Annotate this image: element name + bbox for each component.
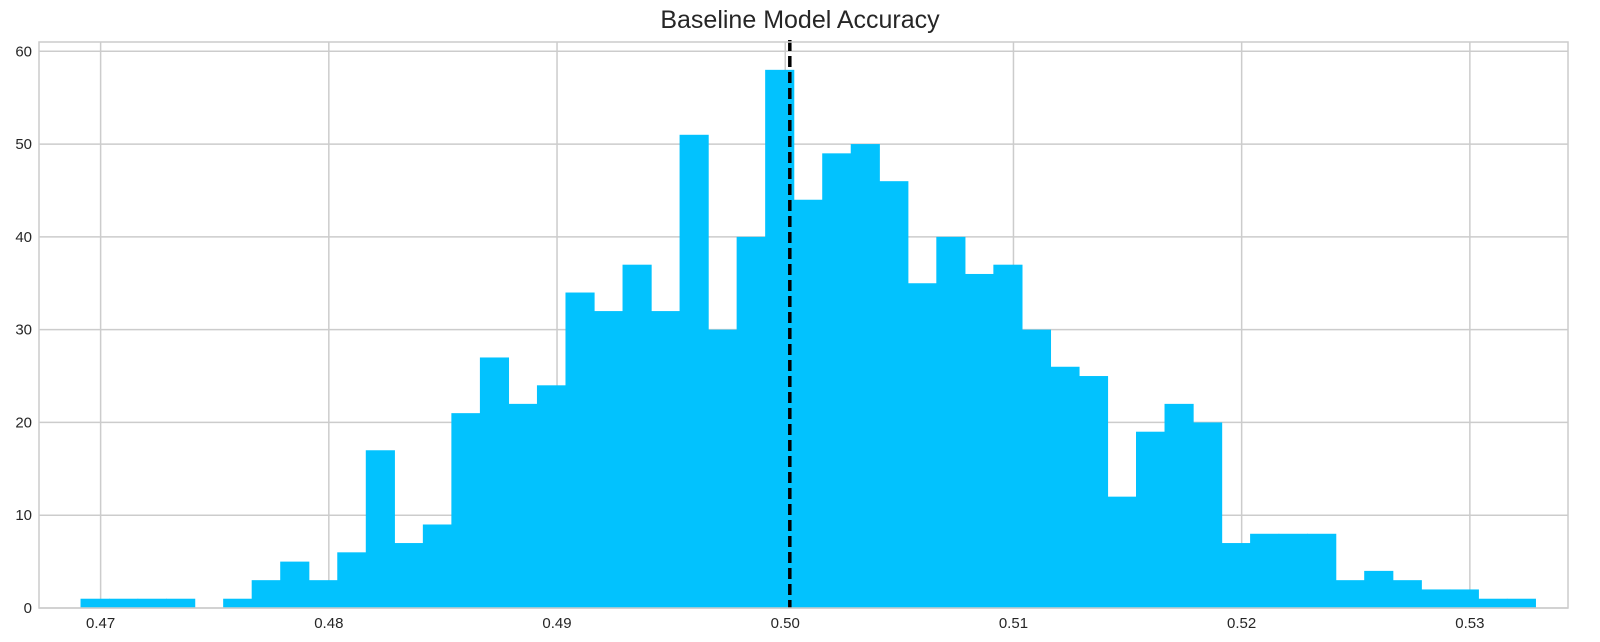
histogram-bar	[1478, 598, 1508, 608]
y-tick-label: 60	[15, 43, 32, 60]
histogram-bar	[850, 144, 880, 609]
histogram-bar	[80, 598, 110, 608]
x-axis-ticks: 0.47 0.48 0.49 0.50 0.51 0.52 0.53	[86, 615, 1484, 632]
histogram-bar	[1449, 589, 1479, 608]
histogram-bar	[508, 403, 538, 608]
x-tick-label: 0.53	[1455, 615, 1484, 632]
x-tick-label: 0.48	[314, 615, 343, 632]
x-tick-label: 0.52	[1227, 615, 1256, 632]
y-tick-label: 0	[24, 600, 32, 617]
histogram-bar	[1307, 533, 1337, 608]
histogram-bar	[708, 329, 738, 608]
histogram-bar	[822, 153, 852, 608]
histogram-bar	[451, 413, 481, 608]
y-tick-label: 30	[15, 322, 32, 339]
histogram-bar	[1021, 329, 1052, 608]
histogram-bar	[422, 524, 452, 608]
histogram-bar	[1421, 589, 1451, 608]
histogram-bar	[1078, 376, 1109, 608]
histogram-bar	[594, 311, 624, 608]
histogram-bars	[80, 69, 1536, 609]
histogram-bar	[536, 385, 567, 608]
y-tick-label: 50	[15, 136, 32, 153]
histogram-bar	[137, 598, 167, 608]
x-tick-label: 0.47	[86, 615, 115, 632]
histogram-bar	[565, 292, 595, 608]
histogram-bar	[879, 181, 909, 608]
y-tick-label: 10	[15, 507, 32, 524]
histogram-bar	[1278, 533, 1308, 608]
histogram-bar	[1136, 431, 1166, 608]
histogram-bar	[793, 199, 823, 608]
histogram-bar	[223, 598, 253, 608]
x-tick-label: 0.50	[771, 615, 800, 632]
histogram-bar	[1193, 422, 1223, 608]
histogram-bar	[1221, 543, 1251, 608]
histogram-bar	[166, 598, 196, 608]
y-tick-label: 20	[15, 414, 32, 431]
histogram-bar	[1506, 598, 1536, 608]
histogram-bar	[109, 598, 139, 608]
plot-frame	[38, 41, 1569, 609]
histogram-bar	[907, 283, 937, 608]
histogram-bar	[1392, 580, 1422, 608]
histogram-bar	[964, 273, 994, 608]
x-tick-label: 0.51	[999, 615, 1028, 632]
histogram-bar	[1250, 533, 1280, 608]
histogram-bar	[679, 134, 709, 609]
y-axis-ticks: 0 10 20 30 40 50 60	[15, 43, 32, 617]
histogram-bar	[1164, 403, 1194, 608]
histogram-bar	[993, 264, 1023, 608]
x-tick-label: 0.49	[542, 615, 571, 632]
histogram-bar	[479, 357, 510, 608]
histogram-bar	[622, 264, 652, 608]
histogram-bar	[308, 580, 338, 608]
chart-title: Baseline Model Accuracy	[660, 6, 940, 34]
histogram-bar	[1107, 496, 1137, 608]
histogram-bar	[251, 580, 281, 608]
histogram-bar	[936, 236, 966, 608]
histogram-bar	[280, 561, 310, 608]
y-tick-label: 40	[15, 229, 32, 246]
histogram-bar	[1335, 580, 1365, 608]
histogram-bar	[394, 543, 424, 608]
histogram-bar	[651, 311, 681, 608]
histogram-bar	[736, 236, 766, 608]
histogram-bar	[1364, 570, 1394, 608]
histogram-bar	[337, 552, 367, 608]
histogram-bar	[365, 450, 395, 608]
histogram-bar	[1050, 366, 1080, 608]
